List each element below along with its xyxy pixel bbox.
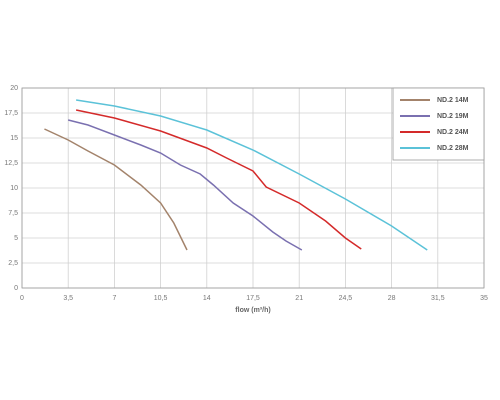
y-tick-label: 20: [10, 85, 18, 92]
series-line: [75, 109, 362, 250]
x-tick-label: 35: [480, 295, 488, 302]
y-tick-label: 2,5: [8, 260, 18, 267]
y-tick-label: 15: [10, 135, 18, 142]
series-line: [68, 119, 303, 251]
plot-frame: [21, 87, 485, 289]
y-tick-label: 7,5: [8, 210, 18, 217]
x-tick-label: 10,5: [154, 295, 168, 302]
legend-label: ND.2 14M: [437, 97, 469, 104]
x-tick-label: 7: [112, 295, 116, 302]
y-tick-label: 17,5: [4, 110, 18, 117]
x-tick-label: 0: [20, 295, 24, 302]
x-tick-label: 14: [203, 295, 211, 302]
y-tick-label: 5: [14, 235, 18, 242]
y-tick-label: 10: [10, 185, 18, 192]
x-tick-label: 24,5: [339, 295, 353, 302]
x-axis-label: flow (m³/h): [235, 307, 270, 314]
x-tick-label: 28: [388, 295, 396, 302]
x-tick-label: 21: [295, 295, 303, 302]
legend: ND.2 14M ND.2 19M ND.2 24M ND.2 28M: [392, 87, 485, 161]
x-tick-label: 17,5: [246, 295, 260, 302]
legend-label: ND.2 28M: [437, 145, 469, 152]
x-tick-label: 31,5: [431, 295, 445, 302]
x-tick-label: 3,5: [63, 295, 73, 302]
y-tick-label: 0: [14, 285, 18, 292]
series-line: [44, 128, 188, 251]
legend-label: ND.2 19M: [437, 113, 469, 120]
series-line: [76, 99, 428, 251]
y-tick-label: 12,5: [4, 160, 18, 167]
legend-label: ND.2 24M: [437, 129, 469, 136]
